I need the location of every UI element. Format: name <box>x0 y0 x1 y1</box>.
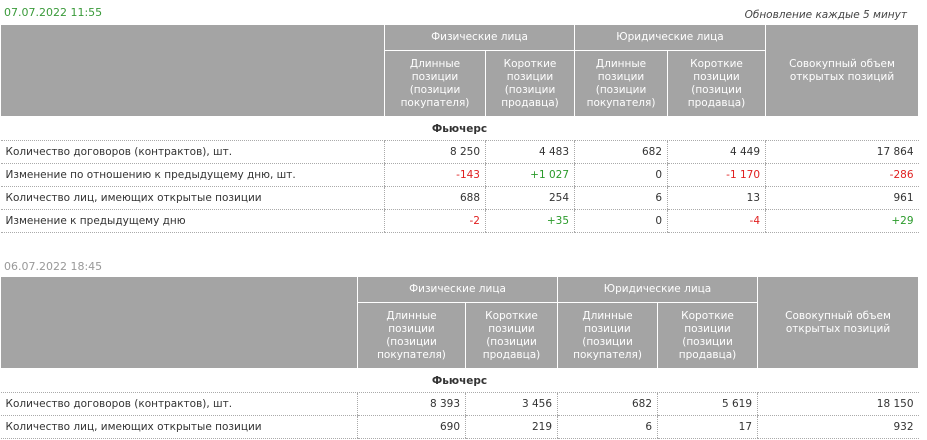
data-table: Физические лица Юридические лица Совокупны… <box>0 276 920 439</box>
row-label: Количество договоров (контрактов), шт. <box>0 392 358 416</box>
value-cell: 18 150 <box>757 392 919 416</box>
sub-header: Длинные позиции (позиции покупателя) <box>384 50 486 117</box>
data-row: Изменение к предыдущему дню -2 +35 0 -4 +29 <box>0 209 919 233</box>
group-header: Физические лица <box>383 24 576 51</box>
group-header: Физические лица <box>356 276 559 303</box>
total-header: Совокупный объем открытых позиций <box>757 276 920 369</box>
row-label: Количество лиц, имеющих открытые позиции <box>0 415 358 439</box>
row-label: Изменение по отношению к предыдущему дню… <box>0 163 385 187</box>
update-note: Обновление каждые 5 минут <box>744 9 907 21</box>
total-header: Совокупный объем открытых позиций <box>765 24 920 117</box>
sub-header: Короткие позиции (позиции продавца) <box>464 302 559 369</box>
section-title: Фьючерс <box>0 116 919 141</box>
value-cell: 219 <box>464 415 558 439</box>
value-cell: 17 <box>657 415 758 439</box>
section-row: Фьючерс <box>0 116 919 141</box>
header-cell <box>0 24 385 117</box>
value-cell: 4 483 <box>484 140 575 164</box>
header-row: Физические лица Юридические лица Совокупны… <box>0 24 920 117</box>
value-cell: 254 <box>484 186 575 210</box>
data-row: Изменение по отношению к предыдущему дню… <box>0 163 919 187</box>
data-row: Количество лиц, имеющих открытые позиции… <box>0 415 919 439</box>
value-cell: 13 <box>667 186 766 210</box>
sub-header: Длинные позиции (позиции покупателя) <box>357 302 466 369</box>
timestamp: 06.07.2022 18:45 <box>4 260 103 273</box>
group-header: Юридические лица <box>574 24 767 51</box>
value-cell: 690 <box>357 415 466 439</box>
row-label: Изменение к предыдущему дню <box>0 209 385 233</box>
sub-header: Длинные позиции (позиции покупателя) <box>557 302 659 369</box>
value-cell: 3 456 <box>464 392 558 416</box>
value-cell: 932 <box>757 415 919 439</box>
value-cell: -143 <box>384 163 486 187</box>
data-table: Физические лица Юридические лица Совокупны… <box>0 24 920 233</box>
header-cell <box>0 276 358 369</box>
value-cell: +35 <box>484 209 575 233</box>
value-cell: -286 <box>765 163 919 187</box>
data-row: Количество договоров (контрактов), шт. 8 … <box>0 392 919 416</box>
value-cell: 6 <box>574 186 668 210</box>
header-row: Длинные позиции (позиции покупателя) Коро… <box>1 50 919 117</box>
value-cell: 5 619 <box>657 392 758 416</box>
value-cell: -2 <box>384 209 486 233</box>
value-cell: 682 <box>557 392 658 416</box>
value-cell: 8 250 <box>384 140 486 164</box>
section-title: Фьючерс <box>0 368 919 393</box>
sub-header: Длинные позиции (позиции покупателя) <box>574 50 669 117</box>
group-header: Юридические лица <box>557 276 759 303</box>
value-cell: 688 <box>384 186 486 210</box>
value-cell: 0 <box>574 163 668 187</box>
data-row: Количество лиц, имеющих открытые позиции… <box>0 186 919 210</box>
value-cell: 0 <box>574 209 668 233</box>
timestamp: 07.07.2022 11:55 <box>4 6 103 19</box>
row-label: Количество лиц, имеющих открытые позиции <box>0 186 385 210</box>
header-row: Длинные позиции (позиции покупателя) Коро… <box>1 302 919 369</box>
value-cell: 6 <box>557 415 658 439</box>
value-cell: 17 864 <box>765 140 919 164</box>
sub-header: Короткие позиции (позиции продавца) <box>657 302 759 369</box>
value-cell: +1 027 <box>484 163 575 187</box>
value-cell: -4 <box>667 209 766 233</box>
value-cell: -1 170 <box>667 163 766 187</box>
section-row: Фьючерс <box>0 368 919 393</box>
row-label: Количество договоров (контрактов), шт. <box>0 140 385 164</box>
sub-header: Короткие позиции (позиции продавца) <box>484 50 576 117</box>
value-cell: 4 449 <box>667 140 766 164</box>
data-row: Количество договоров (контрактов), шт. 8 … <box>0 140 919 164</box>
value-cell: 961 <box>765 186 919 210</box>
value-cell: 682 <box>574 140 668 164</box>
header-row: Физические лица Юридические лица Совокупны… <box>0 276 920 369</box>
value-cell: +29 <box>765 209 919 233</box>
value-cell: 8 393 <box>357 392 466 416</box>
sub-header: Короткие позиции (позиции продавца) <box>667 50 767 117</box>
